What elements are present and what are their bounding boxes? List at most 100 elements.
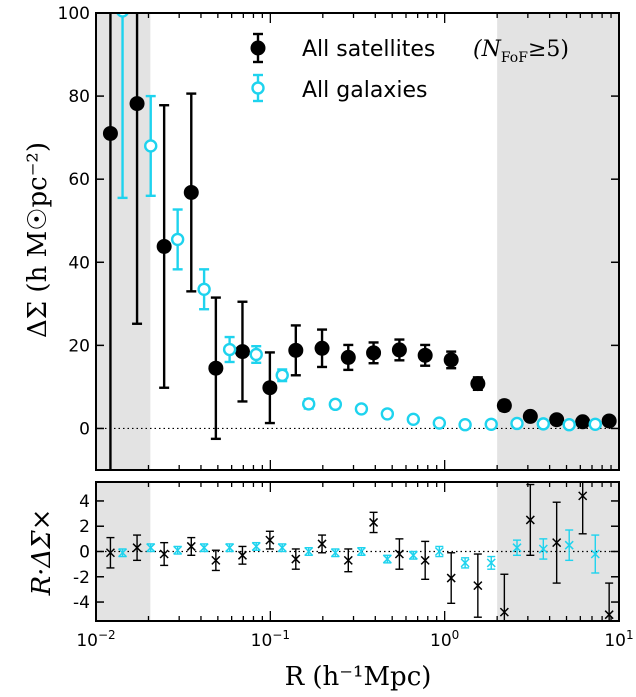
data-point — [354, 402, 369, 416]
data-point — [340, 349, 356, 365]
data-point — [391, 342, 407, 358]
data-point — [222, 342, 237, 357]
x-tick-base: 10 — [76, 631, 98, 651]
legend-satellites-label: All satellites — [302, 37, 435, 62]
data-point — [314, 340, 330, 356]
legend-math-tail: ≥5) — [528, 37, 569, 62]
bottom-series-satellites — [105, 482, 614, 621]
data-point — [159, 549, 169, 559]
data-point — [460, 558, 470, 568]
data-point — [277, 543, 287, 553]
data-point — [443, 352, 459, 368]
x-tick-label: 100 — [430, 628, 459, 651]
data-point — [578, 491, 588, 501]
data-point — [499, 607, 509, 617]
top-panel: 0 20 40 60 80 100 — [58, 4, 620, 471]
data-point — [380, 407, 395, 421]
data-point — [564, 540, 574, 550]
data-point — [588, 417, 602, 431]
data-point — [197, 282, 211, 296]
y-tick-label: 0 — [79, 419, 90, 439]
bottom-panel-plot-area — [96, 482, 619, 621]
legend-galaxies-marker — [251, 81, 265, 95]
data-point — [291, 554, 301, 564]
bottom-series-galaxies — [118, 529, 600, 574]
data-point — [356, 546, 366, 557]
legend: All satellites (NFoF≥5) All galaxies — [250, 32, 569, 103]
data-point — [199, 543, 209, 553]
x-axis-label: R (h⁻¹Mpc) — [285, 662, 432, 692]
data-point — [330, 548, 340, 558]
top-series-galaxies — [116, 13, 602, 432]
y-tick-label: 40 — [68, 253, 90, 273]
data-point — [408, 550, 418, 560]
data-point — [249, 347, 263, 362]
x-tick-label: 101 — [604, 628, 633, 651]
data-point — [536, 417, 551, 431]
data-point — [225, 543, 235, 553]
data-point — [549, 412, 565, 428]
data-point — [328, 397, 343, 412]
data-point — [116, 13, 129, 18]
y-tick-label: 100 — [58, 4, 90, 24]
data-point — [129, 96, 145, 112]
legend-entry-satellites: All satellites (NFoF≥5) — [250, 32, 569, 66]
data-point — [496, 398, 512, 414]
data-point — [234, 344, 250, 360]
legend-galaxies-label: All galaxies — [302, 78, 427, 103]
data-point — [265, 535, 275, 545]
x-tick-base: 10 — [604, 631, 626, 651]
legend-entry-galaxies: All galaxies — [251, 73, 427, 103]
data-point — [382, 554, 392, 564]
data-point — [317, 539, 327, 549]
data-point — [173, 545, 183, 555]
data-point — [369, 517, 379, 527]
data-point — [105, 548, 115, 558]
data-point — [394, 549, 404, 559]
data-point — [186, 541, 196, 551]
data-point — [538, 544, 548, 554]
x-tick-exponent: 0 — [452, 628, 460, 642]
data-point — [525, 515, 535, 525]
data-point — [146, 543, 156, 553]
data-point — [343, 555, 353, 565]
data-point — [434, 546, 444, 557]
data-point — [446, 573, 456, 583]
data-point — [510, 416, 524, 431]
x-tick-label: 10−2 — [76, 628, 115, 651]
data-point — [590, 549, 600, 559]
data-point — [512, 543, 522, 553]
data-point — [417, 347, 433, 363]
top-y-axis-label: ΔΣ (h M☉pc⁻²) — [23, 142, 53, 338]
data-point — [458, 418, 472, 432]
data-point — [251, 541, 261, 551]
data-point — [470, 376, 486, 392]
data-point — [183, 184, 199, 200]
top-frame — [95, 12, 620, 471]
y-tick-label: 80 — [68, 87, 90, 107]
x-tick-base: 10 — [430, 631, 452, 651]
y-tick-label: 0 — [79, 543, 90, 563]
data-point — [262, 380, 278, 396]
data-point — [432, 416, 447, 430]
x-tick-base: 10 — [251, 631, 273, 651]
x-tick-label: 10−1 — [251, 628, 290, 651]
data-point — [366, 345, 382, 361]
top-panel-plot-area — [96, 13, 619, 470]
data-point — [302, 397, 316, 411]
data-point — [522, 408, 538, 424]
legend-math-sub: FoF — [501, 50, 528, 66]
legend-math-open: (N — [473, 37, 502, 62]
x-tick-exponent: −2 — [98, 628, 116, 642]
data-point — [144, 139, 158, 153]
data-point — [473, 581, 483, 591]
data-point — [486, 558, 496, 568]
data-point — [132, 543, 142, 553]
top-series-satellites — [102, 13, 617, 470]
y-tick-label: 60 — [68, 170, 90, 190]
data-point — [156, 238, 172, 254]
data-point — [552, 538, 562, 548]
data-point — [208, 360, 224, 376]
data-point — [170, 232, 185, 247]
